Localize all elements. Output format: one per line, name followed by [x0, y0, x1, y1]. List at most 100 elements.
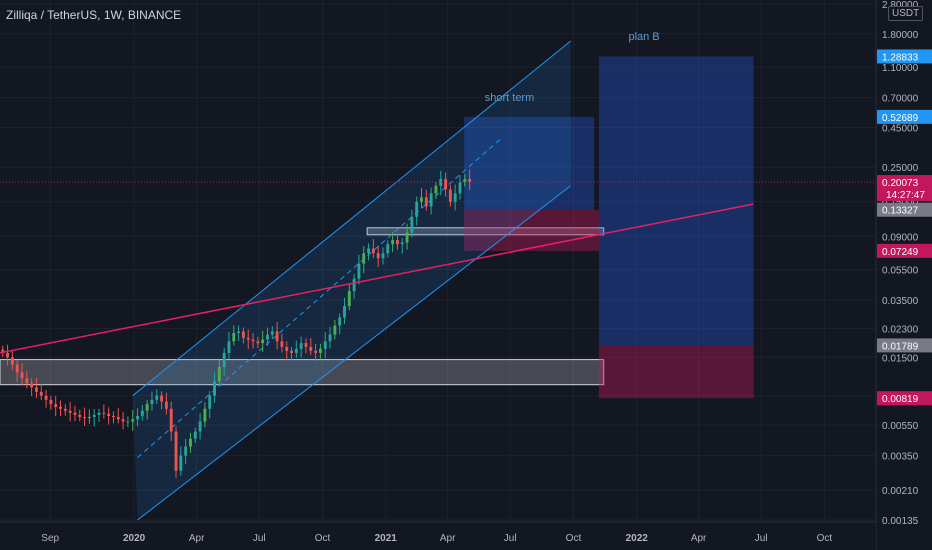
- candle-body[interactable]: [444, 179, 448, 190]
- candle-body[interactable]: [25, 378, 29, 384]
- price-axis[interactable]: 0.001350.002100.003500.005500.008500.015…: [875, 0, 932, 550]
- candle-body[interactable]: [318, 348, 322, 353]
- candle-body[interactable]: [386, 244, 390, 254]
- candle-body[interactable]: [112, 415, 115, 418]
- candle-body[interactable]: [391, 240, 395, 245]
- candle-body[interactable]: [352, 278, 356, 292]
- candle-body[interactable]: [140, 410, 144, 416]
- candle-body[interactable]: [59, 406, 62, 409]
- candle-body[interactable]: [164, 401, 168, 409]
- candle-body[interactable]: [49, 399, 53, 405]
- candle-body[interactable]: [275, 331, 279, 342]
- candle-body[interactable]: [280, 341, 284, 347]
- symbol-title[interactable]: Zilliqa / TetherUS, 1W, BINANCE: [6, 8, 182, 22]
- candle-body[interactable]: [468, 179, 472, 183]
- currency-badge[interactable]: USDT: [888, 6, 924, 21]
- candle-body[interactable]: [309, 346, 313, 351]
- candle-body[interactable]: [227, 341, 231, 353]
- candle-body[interactable]: [400, 242, 404, 245]
- candle-body[interactable]: [304, 343, 308, 347]
- candle-body[interactable]: [63, 408, 67, 411]
- candle-body[interactable]: [328, 334, 332, 342]
- candle-body[interactable]: [285, 346, 289, 351]
- candle-body[interactable]: [131, 419, 135, 422]
- candle-body[interactable]: [237, 331, 241, 333]
- candle-body[interactable]: [429, 193, 433, 207]
- candle-body[interactable]: [343, 306, 346, 318]
- candle-body[interactable]: [424, 197, 428, 207]
- candle-body[interactable]: [261, 339, 265, 344]
- candle-body[interactable]: [266, 334, 269, 340]
- candle-body[interactable]: [434, 185, 438, 194]
- candle-body[interactable]: [20, 372, 24, 379]
- candle-body[interactable]: [294, 348, 298, 353]
- candle-body[interactable]: [217, 366, 221, 382]
- candle-body[interactable]: [193, 431, 197, 439]
- candle-body[interactable]: [189, 438, 192, 447]
- candle-body[interactable]: [439, 179, 443, 186]
- candle-body[interactable]: [203, 408, 207, 422]
- candle-body[interactable]: [323, 341, 327, 349]
- candle-body[interactable]: [222, 352, 226, 367]
- candle-body[interactable]: [87, 417, 91, 419]
- candle-body[interactable]: [299, 343, 303, 349]
- candle-body[interactable]: [136, 415, 139, 420]
- candle-body[interactable]: [420, 197, 423, 202]
- candle-body[interactable]: [415, 201, 419, 217]
- candle-body[interactable]: [347, 291, 351, 307]
- candle-body[interactable]: [54, 404, 58, 407]
- candle-body[interactable]: [83, 417, 87, 419]
- candle-body[interactable]: [68, 410, 72, 413]
- candle-body[interactable]: [39, 391, 43, 396]
- candle-body[interactable]: [6, 352, 10, 358]
- candle-body[interactable]: [463, 179, 467, 183]
- candle-body[interactable]: [371, 248, 375, 254]
- candle-body[interactable]: [241, 331, 245, 338]
- candle-body[interactable]: [102, 412, 106, 414]
- candle-body[interactable]: [15, 364, 19, 373]
- candle-body[interactable]: [73, 412, 77, 415]
- candle-body[interactable]: [174, 431, 178, 471]
- candle-body[interactable]: [1, 349, 5, 353]
- candle-body[interactable]: [208, 395, 212, 409]
- candle-body[interactable]: [458, 182, 462, 194]
- candle-body[interactable]: [290, 350, 293, 353]
- candle-body[interactable]: [116, 417, 120, 420]
- candle-body[interactable]: [126, 421, 130, 423]
- candle-body[interactable]: [232, 332, 236, 342]
- candle-body[interactable]: [362, 253, 366, 264]
- candle-body[interactable]: [314, 350, 318, 353]
- time-axis[interactable]: Sep 2020 Apr Jul Oct 2021 Apr Jul Oct 2022 Apr Jul O…: [0, 521, 876, 550]
- candle-body[interactable]: [30, 383, 34, 388]
- candle-body[interactable]: [251, 339, 255, 342]
- candle-body[interactable]: [44, 395, 48, 400]
- candle-body[interactable]: [169, 408, 173, 432]
- candle-body[interactable]: [121, 419, 125, 422]
- candle-body[interactable]: [34, 387, 38, 392]
- candle-body[interactable]: [381, 253, 385, 259]
- candle-body[interactable]: [78, 414, 82, 418]
- candle-body[interactable]: [97, 412, 101, 415]
- candle-body[interactable]: [405, 232, 409, 243]
- candle-body[interactable]: [107, 413, 111, 416]
- candle-body[interactable]: [160, 395, 164, 402]
- candle-body[interactable]: [410, 216, 414, 233]
- candle-body[interactable]: [198, 421, 202, 432]
- candle-body[interactable]: [184, 446, 188, 456]
- candle-body[interactable]: [448, 189, 452, 202]
- candle-body[interactable]: [270, 331, 274, 335]
- candle-body[interactable]: [213, 381, 216, 396]
- candle-body[interactable]: [453, 193, 457, 202]
- candle-body[interactable]: [395, 240, 399, 245]
- candle-body[interactable]: [367, 248, 370, 254]
- candles-layer[interactable]: [1, 169, 472, 478]
- candle-body[interactable]: [10, 357, 14, 365]
- candle-body[interactable]: [376, 253, 380, 259]
- candle-body[interactable]: [333, 325, 337, 335]
- candle-body[interactable]: [145, 404, 149, 411]
- candle-body[interactable]: [150, 399, 154, 405]
- candle-body[interactable]: [246, 337, 250, 340]
- candle-body[interactable]: [155, 395, 159, 400]
- candle-body[interactable]: [92, 414, 96, 418]
